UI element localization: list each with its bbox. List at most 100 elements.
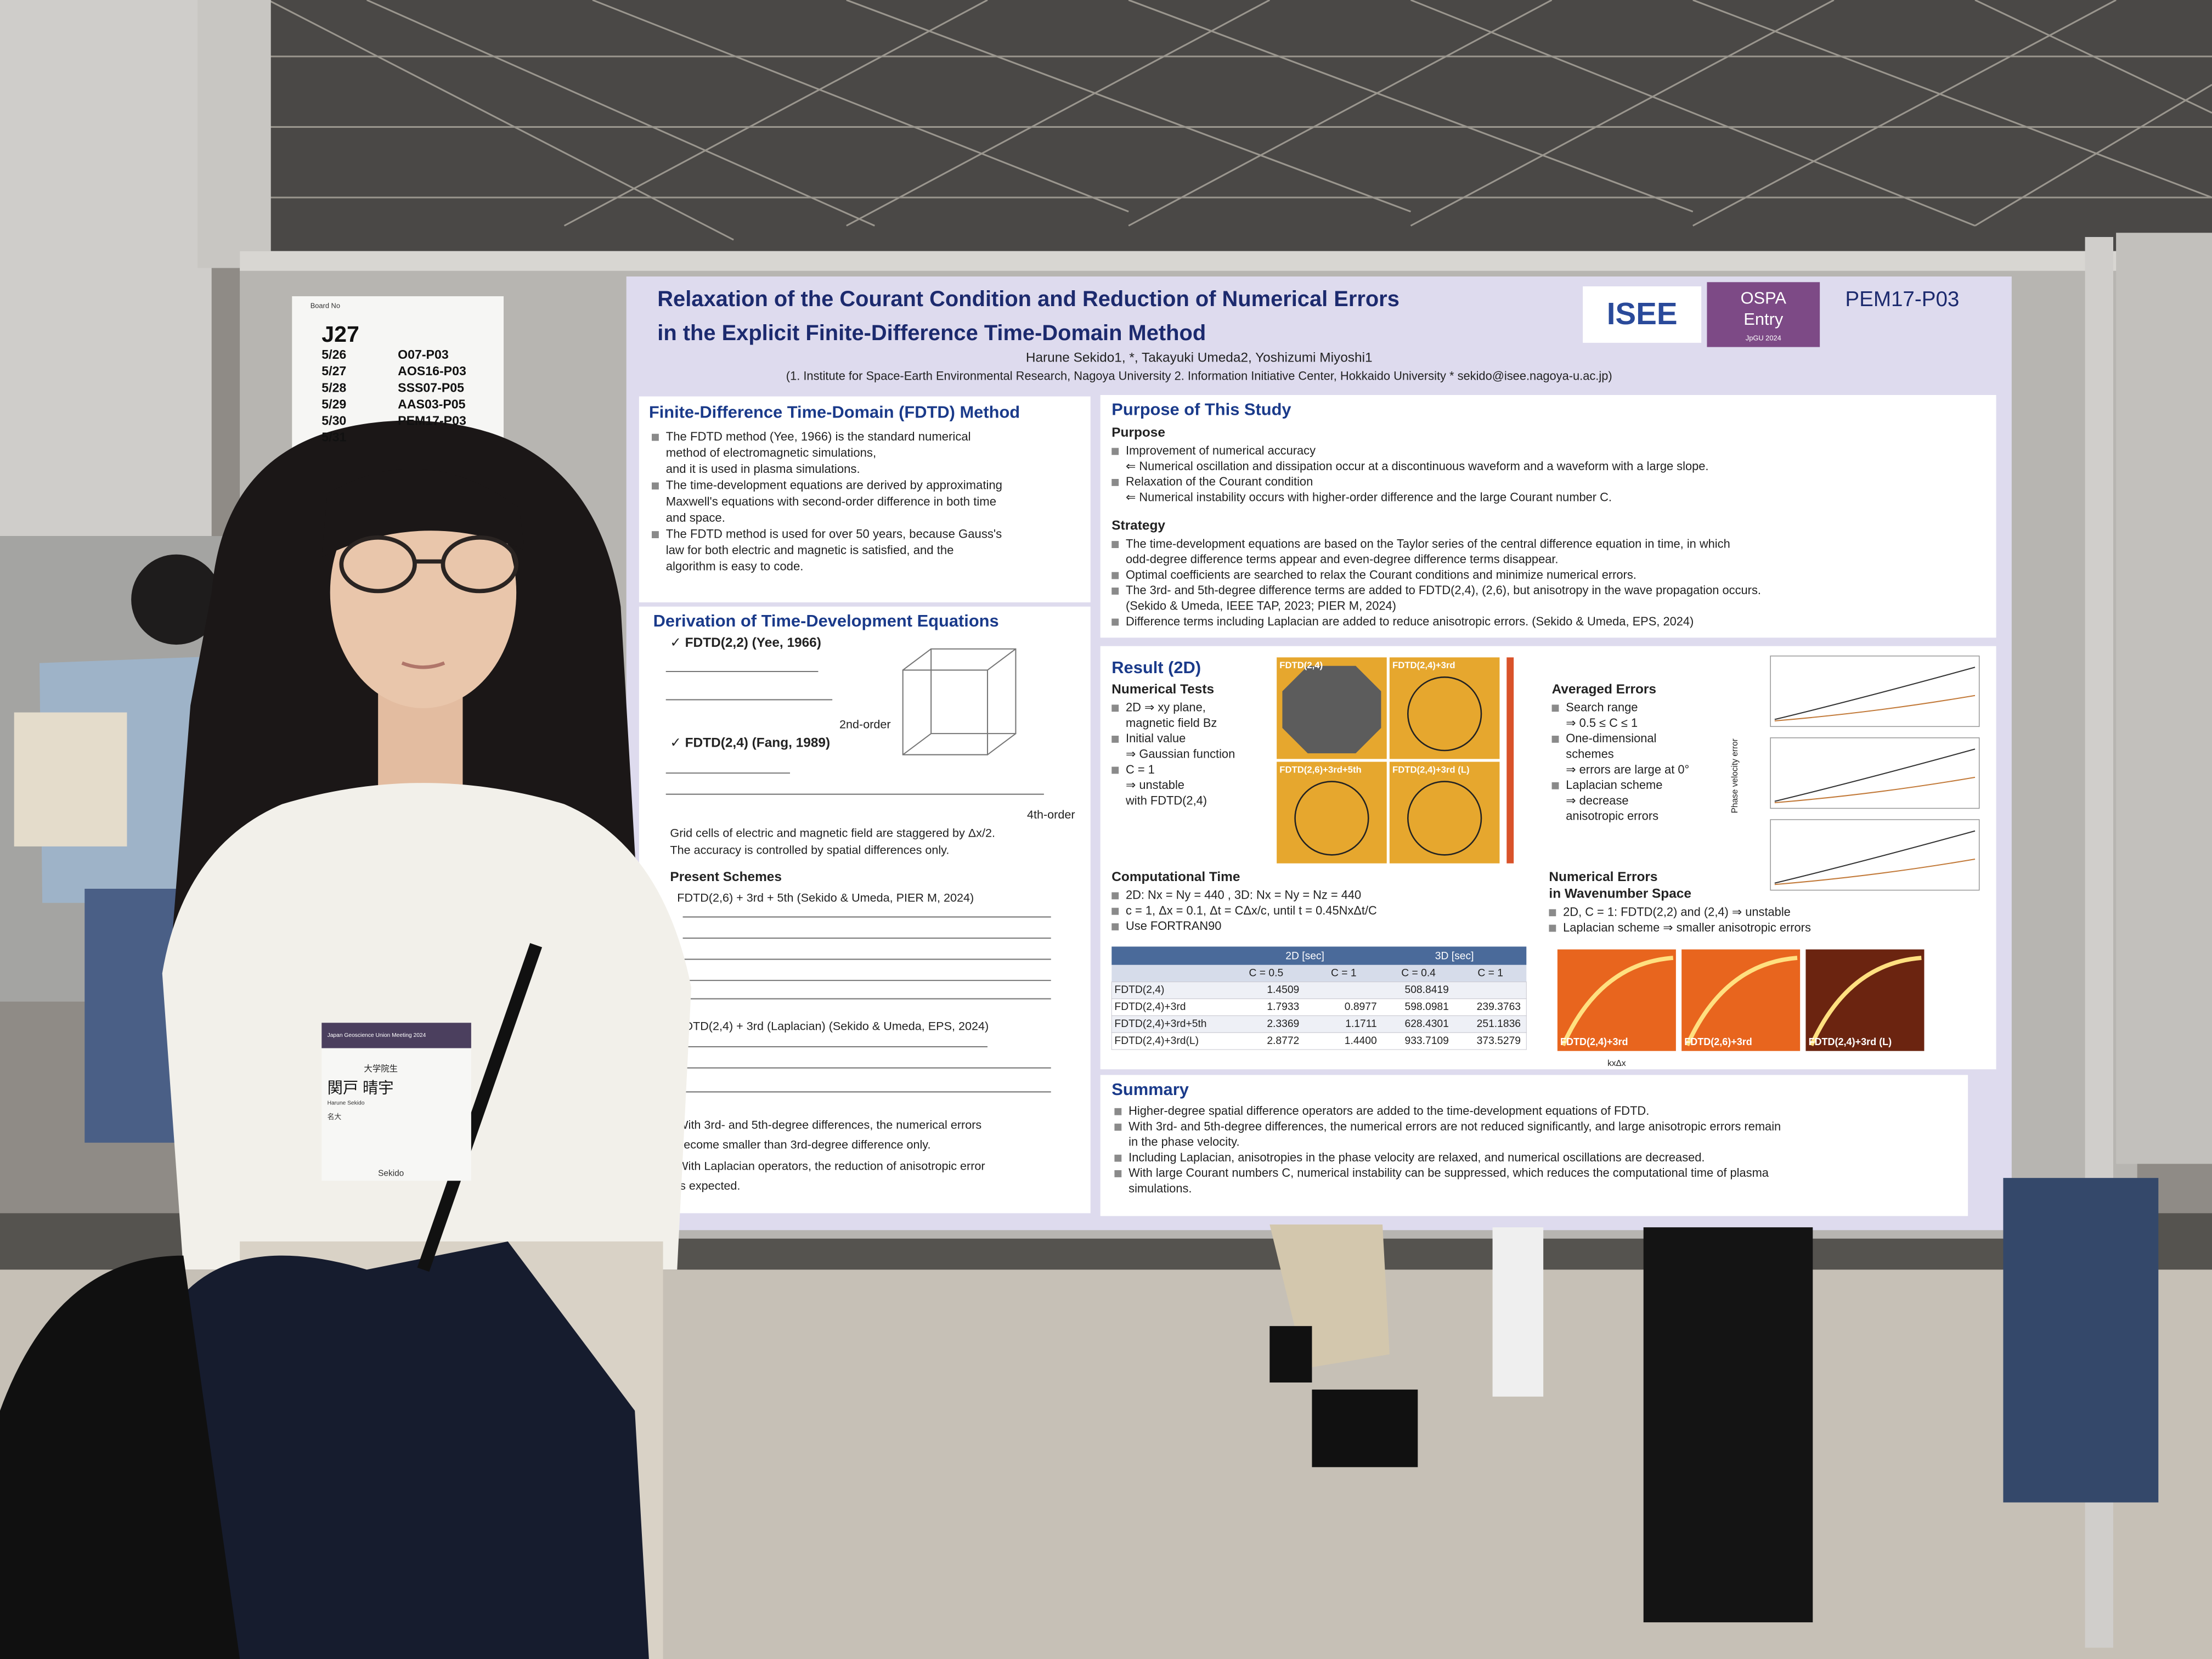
poster-text: with FDTD(2,4) xyxy=(1125,793,1207,807)
bullet xyxy=(1111,479,1119,486)
panel-label: FDTD(2,6)+3rd+5th xyxy=(1279,764,1361,775)
poster-text: Laplacian scheme xyxy=(1566,778,1662,792)
section-heading: Result (2D) xyxy=(1111,658,1201,677)
badge-role: 大学院生 xyxy=(364,1063,398,1074)
badge-header xyxy=(321,1023,471,1048)
poster-text: Higher-degree spatial difference operato… xyxy=(1128,1104,1649,1118)
poster-text: is expected. xyxy=(677,1178,740,1192)
poster-text: The time-development equations are deriv… xyxy=(666,478,1002,492)
bullet xyxy=(1111,766,1119,774)
poster-text: 2D, C = 1: FDTD(2,2) and (2,4) ⇒ unstabl… xyxy=(1563,905,1791,918)
background-person xyxy=(14,554,226,1143)
section-heading: Purpose of This Study xyxy=(1111,399,1291,419)
subsection-title: Numerical Errors xyxy=(1549,870,1657,884)
poster-text: The 3rd- and 5th-degree difference terms… xyxy=(1126,583,1761,597)
field-shape xyxy=(1294,781,1369,856)
poster-text: 2nd-order xyxy=(839,717,891,731)
table-cell: 0.8977 xyxy=(1345,1001,1377,1013)
bullet xyxy=(1111,736,1119,743)
ceiling-truss xyxy=(267,0,2212,241)
poster-text: ⇐ Numerical instability occurs with high… xyxy=(1126,490,1612,504)
section-heading: Derivation of Time-Development Equations xyxy=(653,611,999,630)
bullet xyxy=(652,482,659,490)
colorbar xyxy=(1506,657,1514,864)
presenter xyxy=(0,420,691,1659)
table-cell: 239.3763 xyxy=(1477,1001,1521,1013)
field-shape xyxy=(1407,676,1482,752)
table-cell: 1.4400 xyxy=(1345,1035,1377,1047)
bullet xyxy=(1114,1170,1122,1177)
isee-logo xyxy=(1583,286,1702,343)
wavenumber-panel xyxy=(1681,949,1801,1051)
bullet xyxy=(1111,588,1119,595)
table-cell: 1.4509 xyxy=(1267,984,1299,996)
table-cell: FDTD(2,4)+3rd xyxy=(1114,1001,1186,1013)
poster-text: Difference terms including Laplacian are… xyxy=(1126,614,1694,628)
authors: Harune Sekido1, *, Takayuki Umeda2, Yosh… xyxy=(1026,351,1373,365)
ospa-text: OSPA xyxy=(1741,288,1787,307)
table-cell: 2.8772 xyxy=(1267,1035,1299,1047)
poster-text: ✓ FDTD(2,2) (Yee, 1966) xyxy=(670,635,821,650)
poster-text: algorithm is easy to code. xyxy=(666,560,804,573)
schedule-code: O07-P03 xyxy=(398,347,449,362)
board-label: Board No xyxy=(311,301,340,309)
schedule-date: 5/30 xyxy=(321,413,346,427)
poster-text: ⇐ Numerical oscillation and dissipation … xyxy=(1126,459,1708,473)
table-cell: 2.3369 xyxy=(1267,1018,1299,1030)
table-row xyxy=(1111,981,1527,1000)
poster-text: and it is used in plasma simulations. xyxy=(666,462,860,476)
error-curve xyxy=(1774,830,1976,884)
poster-text: The FDTD method (Yee, 1966) is the stand… xyxy=(666,430,971,443)
section-heading: Finite-Difference Time-Domain (FDTD) Met… xyxy=(649,403,1020,422)
poster-text: simulations. xyxy=(1128,1181,1192,1195)
poster-text: The accuracy is controlled by spatial di… xyxy=(670,843,949,856)
panel-label: FDTD(2,6)+3rd xyxy=(1684,1036,1752,1047)
wavenumber-contour xyxy=(1685,956,1798,1047)
poster-text: c = 1, Δx = 0.1, Δt = CΔx/c, until t = 0… xyxy=(1126,904,1377,917)
badge-affiliation: 名大 xyxy=(328,1113,342,1121)
wavenumber-panel xyxy=(1805,949,1925,1051)
poster-text: With 3rd- and 5th-degree differences, th… xyxy=(677,1118,981,1132)
poster-text: magnetic field Bz xyxy=(1126,716,1217,730)
error-curve xyxy=(1774,667,1976,720)
panel-label: FDTD(2,4)+3rd (L) xyxy=(1392,764,1470,775)
error-curve xyxy=(1774,695,1976,722)
subsection-title: Numerical Tests xyxy=(1111,682,1214,697)
subsection-title: Strategy xyxy=(1111,518,1165,533)
error-curve xyxy=(1774,776,1976,804)
bullet xyxy=(1111,448,1119,455)
bullet xyxy=(1111,907,1119,915)
table-column: C = 0.5 xyxy=(1249,967,1284,979)
schedule-code: SSS07-P05 xyxy=(398,380,464,394)
bullet xyxy=(1111,892,1119,900)
table-cell: 598.0981 xyxy=(1404,1001,1448,1013)
error-plot xyxy=(1770,655,1980,727)
poster-text: and space. xyxy=(666,511,725,524)
schedule-date: 5/27 xyxy=(321,364,346,378)
jpgu-text: JpGU 2024 xyxy=(1746,334,1781,342)
poster-panel xyxy=(1100,395,1996,638)
bullet xyxy=(1114,1108,1122,1115)
poster-text: Optimal coefficients are searched to rel… xyxy=(1126,568,1637,582)
axis-label: Phase velocity error xyxy=(1730,738,1740,813)
bullet xyxy=(652,531,659,538)
axis-label: kxΔx xyxy=(1607,1059,1626,1068)
error-plot xyxy=(1770,819,1980,891)
poster-text: One-dimensional xyxy=(1566,731,1656,745)
bullet xyxy=(1551,782,1559,789)
table-cell: 373.5279 xyxy=(1477,1035,1521,1047)
poster-text: C = 1 xyxy=(1126,763,1155,776)
poster-text: Maxwell's equations with second-order di… xyxy=(666,494,996,508)
affiliations: (1. Institute for Space-Earth Environmen… xyxy=(786,369,1612,382)
bullet xyxy=(1111,572,1119,579)
subsection-title: Purpose xyxy=(1111,425,1165,440)
poster-text: law for both electric and magnetic is sa… xyxy=(666,543,954,557)
table-cell: FDTD(2,4) xyxy=(1114,984,1164,996)
poster-text: ⇒ 0.5 ≤ C ≤ 1 xyxy=(1566,716,1638,730)
table-row xyxy=(1111,1015,1527,1033)
bullet xyxy=(1551,736,1559,743)
bullet xyxy=(1114,1124,1122,1131)
poster-panel xyxy=(639,396,1091,602)
poster-text: With Laplacian operators, the reduction … xyxy=(677,1159,985,1172)
bullet xyxy=(1111,541,1119,548)
